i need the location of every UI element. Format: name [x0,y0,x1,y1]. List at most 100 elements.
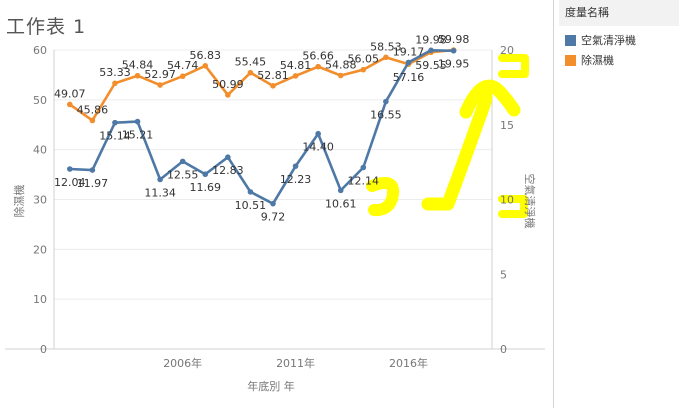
highlight-mark [459,79,521,119]
dehumidifier-data-label: 45.86 [77,103,109,116]
dehumidifier-data-label: 56.66 [302,50,334,63]
dehumidifier-data-label: 53.33 [99,66,131,79]
air-purifier-data-label: 19.95 [438,58,470,71]
air-purifier-point [134,118,141,125]
air-purifier-data-label: 14.40 [302,141,334,154]
y-axis-left-title: 除濕機 [12,185,26,218]
dehumidifier-point [315,63,321,70]
legend-label-dehumidifier: 除濕機 [581,54,614,67]
y-right-tick-label: 5 [500,268,507,281]
air-purifier-point [89,167,96,173]
y-right-tick-label: 10 [500,194,514,207]
dehumidifier-data-label: 55.45 [235,56,267,69]
legend-title: 度量名稱 [559,0,679,26]
y-left-tick-label: 10 [33,293,47,306]
x-axis-title: 年底別 年 [247,379,295,393]
air-purifier-point [225,154,231,160]
air-purifier-data-label: 10.51 [235,199,267,212]
dehumidifier-point [292,73,299,79]
dehumidifier-point [337,72,344,79]
dehumidifier-data-label: 52.97 [144,68,176,81]
air-purifier-data-label: 10.61 [325,197,357,210]
highlight-mark [366,177,399,217]
air-purifier-line [69,48,454,205]
dehumidifier-point [383,54,389,61]
highlight-mark [498,54,529,78]
legend-item-air-purifier[interactable]: 空氣清淨機 [565,32,636,48]
dehumidifier-point [247,69,254,76]
air-purifier-point [202,171,209,178]
dehumidifier-data-label: 52.81 [257,69,289,82]
dehumidifier-data-label: 56.83 [190,49,222,62]
air-purifier-point [360,164,367,171]
x-tick-label: 2011年 [276,356,315,370]
dehumidifier-data-label: 59.98 [438,33,470,46]
air-purifier-point [405,59,412,66]
y-left-tick-label: 50 [33,94,47,107]
dehumidifier-point [179,73,186,80]
y-left-tick-label: 60 [33,44,47,57]
y-left-tick-label: 30 [33,194,47,207]
dehumidifier-data-label: 54.88 [325,59,357,72]
air-purifier-point [157,176,163,183]
air-purifier-point [315,130,321,137]
dehumidifier-point [89,117,96,124]
air-purifier-point [270,200,276,207]
yellow-highlight-marks [366,54,529,218]
dehumidifier-point [270,83,276,89]
air-purifier-point [247,189,254,195]
dehumidifier-point [202,62,209,69]
highlight-mark [498,195,528,218]
y-right-tick-label: 0 [500,343,507,356]
dehumidifier-point [67,101,73,108]
dehumidifier-data-label: 59.55 [415,59,447,72]
dehumidifier-data-label: 56.05 [348,53,380,66]
legend-panel: 度量名稱 空氣清淨機 除濕機 [559,0,679,408]
air-purifier-point [112,119,118,126]
dehumidifier-data-label: 50.99 [212,78,244,91]
y-right-tick-label: 15 [500,119,514,132]
dehumidifier-point [157,82,163,88]
air-purifier-point [383,98,389,105]
air-purifier-data-label: 11.69 [190,181,222,194]
series-layer [67,47,457,207]
air-purifier-point [337,187,344,194]
dehumidifier-data-label: 54.84 [122,59,154,72]
dehumidifier-data-label: 49.07 [54,87,86,100]
dehumidifier-point [112,80,118,87]
air-purifier-point [292,163,299,169]
air-purifier-data-label: 9.72 [261,211,286,224]
legend-item-dehumidifier[interactable]: 除濕機 [565,52,614,68]
x-tick-label: 2016年 [389,356,428,370]
air-purifier-data-label: 15.14 [99,130,131,143]
air-purifier-data-label: 12.23 [280,173,312,186]
air-purifier-data-label: 11.97 [77,177,109,190]
dehumidifier-point [360,66,367,73]
air-purifier-data-label: 19.98 [415,33,447,46]
y-left-tick-label: 20 [33,243,47,256]
highlight-mark [421,87,493,211]
air-purifier-data-label: 12.55 [167,168,199,181]
sheet-title: 工作表 1 [6,16,87,38]
tick-labels: 0 10 20 30 40 50 60 0 5 10 15 20 2006年 2011年 2016年 [33,44,514,370]
air-purifier-data-label: 15.21 [122,129,154,142]
panel-divider [553,0,554,408]
legend-swatch-dehumidifier [565,54,576,66]
y-axis-right-title: 空氣清淨機 [523,174,537,229]
dehumidifier-line [69,48,454,122]
dehumidifier-data-label: 54.81 [280,59,312,72]
air-purifier-data-label: 19.17 [393,45,425,58]
air-purifier-point [179,158,186,165]
legend-label-air-purifier: 空氣清淨機 [581,34,636,47]
dehumidifier-data-label: 58.53 [370,40,402,53]
air-purifier-data-label: 12.14 [348,175,380,188]
x-tick-label: 2006年 [163,356,202,370]
y-left-tick-label: 0 [40,343,47,356]
air-purifier-point [450,47,457,54]
y-left-tick-label: 40 [33,144,47,157]
dehumidifier-data-label: 54.74 [167,59,199,72]
air-purifier-data-label: 12.83 [212,164,244,177]
dehumidifier-data-label: 57.16 [393,71,425,84]
